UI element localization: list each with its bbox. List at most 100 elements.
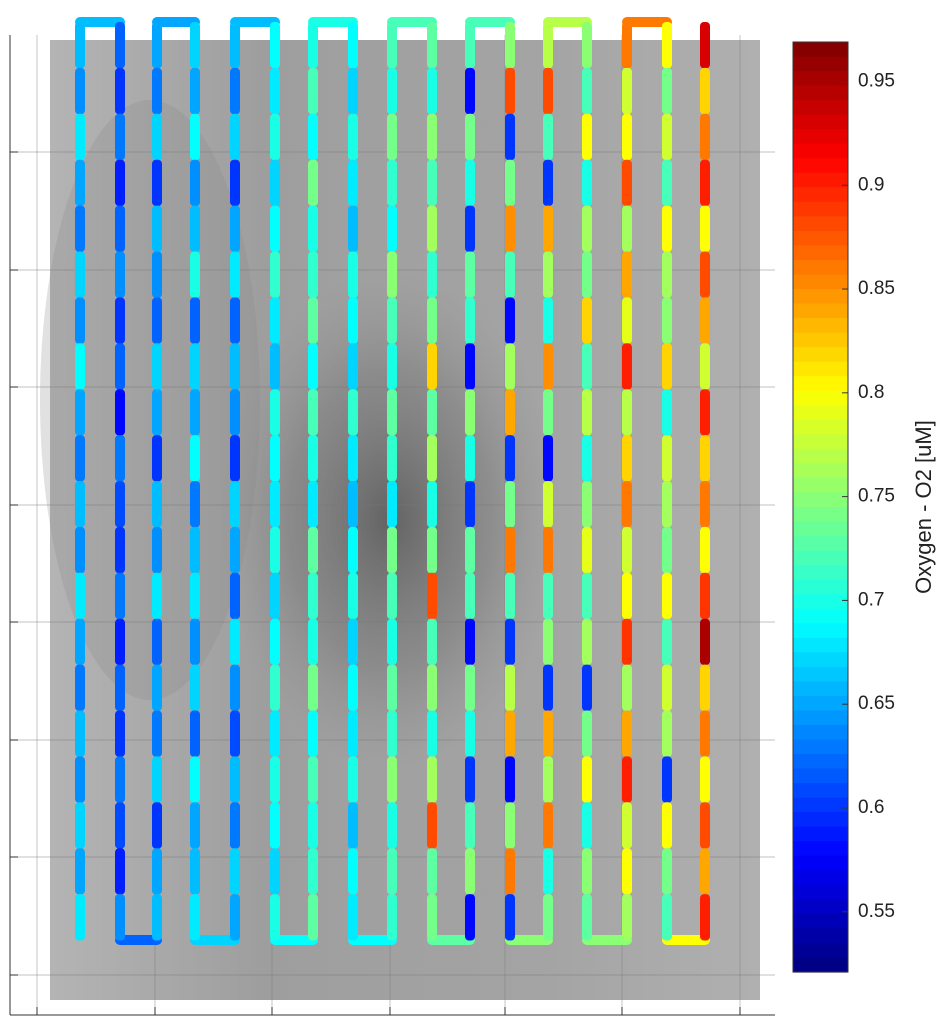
colorbar-step [793,245,848,261]
colorbar-step [793,361,848,377]
track-sample [662,67,672,115]
track-sample [190,572,200,620]
track-sample [543,22,553,69]
track-sample [543,67,553,115]
track-sample [465,481,475,528]
track-sample [115,205,125,252]
track-sample [75,113,85,161]
colorbar-step [793,42,848,58]
track-sample [427,802,437,849]
track-sample [582,481,592,528]
colorbar-tick-label: 0.95 [858,70,895,91]
track-sample [543,526,553,574]
track-sample [308,205,318,252]
track-sample [348,113,358,161]
track-sample [190,802,200,849]
colorbar-step [793,797,848,813]
track-sample [348,389,358,436]
track-sample [387,343,397,390]
track-sample [230,113,240,161]
track-sample [152,756,162,803]
track-sample [505,251,515,298]
track-sample [543,113,553,161]
track-sample [465,435,475,482]
colorbar-step [793,289,848,305]
track-sample [582,848,592,895]
track-sample [387,297,397,344]
track-sample [387,389,397,436]
track-sample [505,618,515,666]
track-sample [622,848,632,895]
track-sample [75,802,85,849]
track-sample [700,618,710,666]
colorbar-tick-label: 0.9 [858,174,884,195]
track-sample [387,113,397,161]
colorbar-step [793,390,848,406]
colorbar-step [793,666,848,682]
colorbar-step [793,507,848,523]
track-sample [700,710,710,757]
colorbar-step [793,739,848,755]
track-sample [662,664,672,711]
track-sample [505,435,515,482]
colorbar-step [793,783,848,799]
colorbar-step [793,724,848,741]
track-sample [662,756,672,803]
track-sample [582,251,592,298]
track-sample [427,618,437,666]
track-sample [348,710,358,757]
track-sample [387,22,397,69]
track-sample [465,618,475,666]
track-sample [230,894,240,941]
track-sample [622,526,632,574]
colorbar-step [793,434,848,450]
track-sample [427,159,437,207]
track-sample [230,205,240,252]
track-sample [270,802,280,849]
track-sample [270,710,280,757]
track-sample [543,205,553,252]
track-sample [152,802,162,849]
colorbar-step [793,928,848,944]
track-sample [662,205,672,252]
track-sample [270,22,280,69]
track-sample [700,389,710,436]
track-sample [622,159,632,207]
track-sample [505,710,515,757]
track-sample [115,389,125,436]
track-sample [152,618,162,666]
track-sample [465,802,475,849]
track-sample [270,113,280,161]
track-sample [543,710,553,757]
track-sample [75,481,85,528]
track-sample [465,343,475,390]
track-sample [270,618,280,666]
colorbar-tick-label: 0.85 [858,278,895,299]
colorbar-step [793,114,848,130]
track-sample [622,297,632,344]
track-sample [115,22,125,69]
track-sample [505,802,515,849]
track-sample [270,159,280,207]
track-sample [543,251,553,298]
colorbar-step [793,565,848,581]
track-sample [190,343,200,390]
track-sample [505,67,515,115]
track-sample [622,756,632,803]
track-sample [75,251,85,298]
track-sample [427,251,437,298]
track-sample [270,664,280,711]
colorbar-step [793,884,848,900]
colorbar-step [793,448,848,465]
track-sample [230,67,240,115]
track-sample [152,205,162,252]
track-sample [387,572,397,620]
colorbar-step [793,405,848,421]
track-sample [427,389,437,436]
colorbar-step [793,201,848,217]
track-sample [582,710,592,757]
track-sample [662,343,672,390]
track-sample [427,343,437,390]
colorbar-step [793,812,848,828]
colorbar-step [793,492,848,508]
